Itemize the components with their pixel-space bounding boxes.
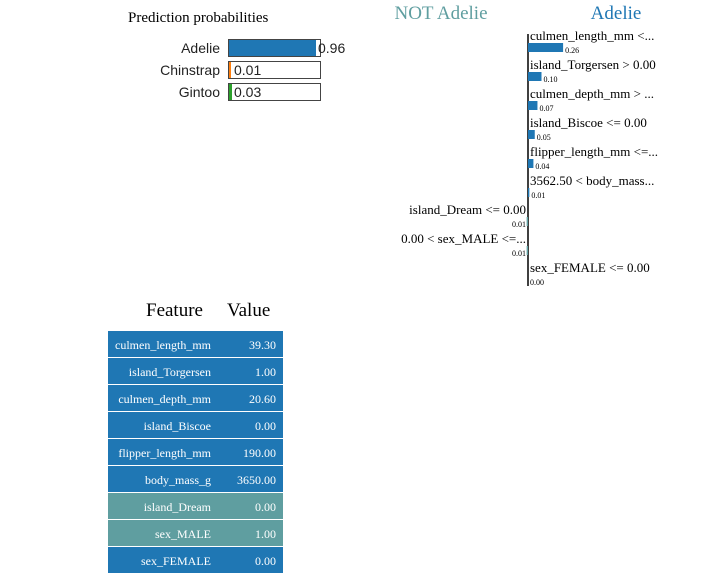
probability-bar-fill	[229, 84, 232, 100]
explanation-chart: NOT Adelie Adelie culmen_length_mm <... 0…	[394, 3, 658, 287]
feature-column-header: Feature	[146, 300, 203, 321]
probability-bar-frame	[228, 61, 321, 79]
feature-label: culmen_length_mm <...	[530, 28, 654, 43]
probability-label: Adelie	[181, 40, 220, 56]
table-row: culmen_length_mm 39.30	[108, 331, 283, 357]
feature-value-cell: 3650.00	[237, 473, 276, 487]
feature-bar	[528, 159, 534, 168]
negative-class-title: NOT Adelie	[394, 3, 487, 24]
feature-bar	[526, 246, 528, 255]
table-row: island_Biscoe 0.00	[108, 412, 283, 438]
feature-name-cell: body_mass_g	[145, 473, 211, 487]
feature-name-cell: island_Biscoe	[143, 419, 211, 433]
feature-name-cell: culmen_depth_mm	[118, 392, 211, 406]
feature-value-cell: 20.60	[249, 392, 276, 406]
feature-label: 0.00 < sex_MALE <=...	[401, 231, 526, 246]
feature-name-cell: island_Torgersen	[128, 365, 211, 379]
feature-name-cell: sex_FEMALE	[141, 554, 211, 568]
feature-label: island_Dream <= 0.00	[409, 202, 526, 217]
feature-bar	[528, 43, 564, 52]
probability-label: Chinstrap	[160, 62, 220, 78]
probability-value: 0.03	[234, 84, 262, 100]
feature-label: flipper_length_mm <=...	[530, 144, 658, 159]
feature-name-cell: flipper_length_mm	[118, 446, 211, 460]
feature-label: 3562.50 < body_mass...	[530, 173, 654, 188]
table-row: culmen_depth_mm 20.60	[108, 385, 283, 411]
feature-value-label: 0.01	[512, 249, 526, 258]
feature-value-cell: 1.00	[255, 365, 276, 379]
probability-label: Gintoo	[178, 84, 220, 100]
feature-bar	[528, 101, 538, 110]
feature-value-label: 0.04	[535, 162, 549, 171]
feature-label: island_Biscoe <= 0.00	[530, 115, 647, 130]
probability-bar-frame	[228, 83, 321, 101]
value-column-header: Value	[227, 300, 271, 321]
prediction-probabilities-title: Prediction probabilities	[128, 10, 269, 26]
probability-row: Adelie 0.96	[120, 38, 380, 58]
probability-value: 0.01	[234, 62, 262, 78]
probability-bar-fill	[229, 62, 231, 78]
feature-bar	[528, 72, 542, 81]
table-row: island_Dream 0.00	[108, 493, 283, 519]
feature-value-label: 0.05	[537, 133, 551, 142]
feature-bar	[528, 188, 530, 197]
probability-bar-frame	[228, 39, 321, 57]
feature-value-label: 0.01	[512, 220, 526, 229]
feature-name-cell: culmen_length_mm	[115, 338, 211, 352]
feature-name-cell: sex_MALE	[155, 527, 211, 541]
feature-label: culmen_depth_mm > ...	[530, 86, 654, 101]
feature-value-cell: 190.00	[243, 446, 276, 460]
table-row: body_mass_g 3650.00	[108, 466, 283, 492]
feature-value-label: 0.10	[544, 75, 558, 84]
feature-value-cell: 0.00	[255, 500, 276, 514]
table-row: island_Torgersen 1.00	[108, 358, 283, 384]
feature-value-cell: 0.00	[255, 554, 276, 568]
feature-label: sex_FEMALE <= 0.00	[530, 260, 650, 275]
feature-value-cell: 1.00	[255, 527, 276, 541]
feature-value-label: 0.01	[531, 191, 545, 200]
probability-row: Chinstrap 0.01	[120, 60, 380, 80]
probability-bar-fill	[229, 40, 316, 56]
table-row: sex_FEMALE 0.00	[108, 547, 283, 573]
table-row: flipper_length_mm 190.00	[108, 439, 283, 465]
feature-value-label: 0.07	[539, 104, 553, 113]
feature-bar	[526, 217, 528, 226]
feature-label: island_Torgersen > 0.00	[530, 57, 656, 72]
positive-class-title: Adelie	[591, 3, 642, 24]
probability-row: Gintoo 0.03	[120, 82, 380, 102]
feature-name-cell: island_Dream	[143, 500, 211, 514]
feature-value-label: 0.26	[565, 46, 579, 55]
table-row: sex_MALE 1.00	[108, 520, 283, 546]
feature-value-label: 0.00	[530, 278, 544, 287]
feature-bar	[528, 130, 535, 139]
feature-value-cell: 39.30	[249, 338, 276, 352]
feature-value-cell: 0.00	[255, 419, 276, 433]
probability-value: 0.96	[318, 40, 346, 56]
